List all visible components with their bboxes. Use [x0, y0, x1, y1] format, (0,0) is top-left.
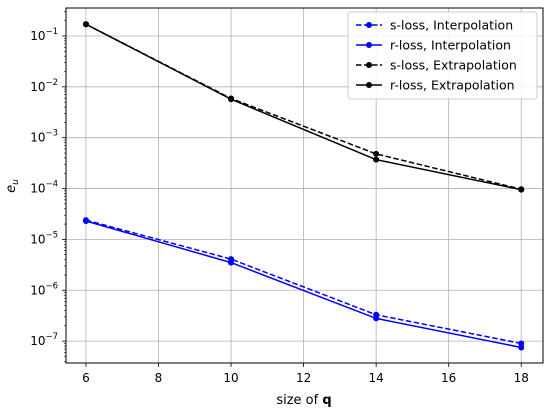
legend-marker	[366, 62, 372, 68]
data-point-r-loss-interpolation	[82, 218, 89, 225]
data-point-r-loss-interpolation	[373, 315, 380, 322]
x-tick-label: 14	[369, 371, 384, 385]
x-tick-label: 18	[514, 371, 529, 385]
series-line-r-loss-interpolation	[85, 220, 522, 349]
x-tick-label: 12	[296, 371, 311, 385]
legend-marker	[366, 22, 372, 28]
y-axis-ticks: 10−7 10−6 10−5 10−4 10−3 10−2 10−1	[30, 11, 66, 362]
data-point-r-loss-extrapolation	[518, 186, 525, 193]
y-tick-label: 10−6	[30, 281, 58, 297]
y-tick-label: 10−4	[30, 180, 58, 196]
legend: s-loss, Interpolation r-loss, Interpolati…	[347, 11, 538, 100]
data-point-r-loss-extrapolation	[228, 96, 235, 103]
data-point-r-loss-extrapolation	[373, 156, 380, 163]
data-point-r-loss-interpolation	[518, 344, 525, 351]
x-tick-label: 8	[155, 371, 163, 385]
data-point-r-loss-extrapolation	[82, 21, 89, 28]
y-tick-label: 10−7	[30, 332, 58, 348]
x-axis-label: size of q	[276, 393, 331, 408]
data-point-s-loss-extrapolation	[373, 150, 380, 157]
x-axis-ticks: 6 8 10 12 14 16 18	[82, 363, 529, 385]
y-tick-label: 10−3	[30, 129, 58, 145]
legend-box	[347, 11, 538, 100]
series-layer	[82, 21, 525, 351]
legend-marker	[366, 42, 372, 48]
legend-label: r-loss, Interpolation	[390, 38, 511, 53]
series-line-r-loss-extrapolation	[85, 23, 522, 191]
legend-marker	[366, 82, 372, 88]
y-tick-label: 10−5	[30, 230, 58, 246]
y-tick-label: 10−1	[30, 27, 58, 43]
legend-label: s-loss, Interpolation	[390, 18, 513, 33]
x-tick-label: 16	[441, 371, 456, 385]
y-tick-label: 10−2	[30, 78, 58, 94]
data-point-r-loss-interpolation	[228, 259, 235, 266]
series-line-s-loss-interpolation	[85, 219, 522, 345]
y-axis-label: eu	[4, 179, 21, 193]
legend-label: s-loss, Extrapolation	[390, 58, 517, 73]
x-tick-label: 6	[82, 371, 90, 385]
x-tick-label: 10	[223, 371, 238, 385]
plot-frame	[65, 7, 544, 364]
legend-label: r-loss, Extrapolation	[390, 78, 515, 93]
